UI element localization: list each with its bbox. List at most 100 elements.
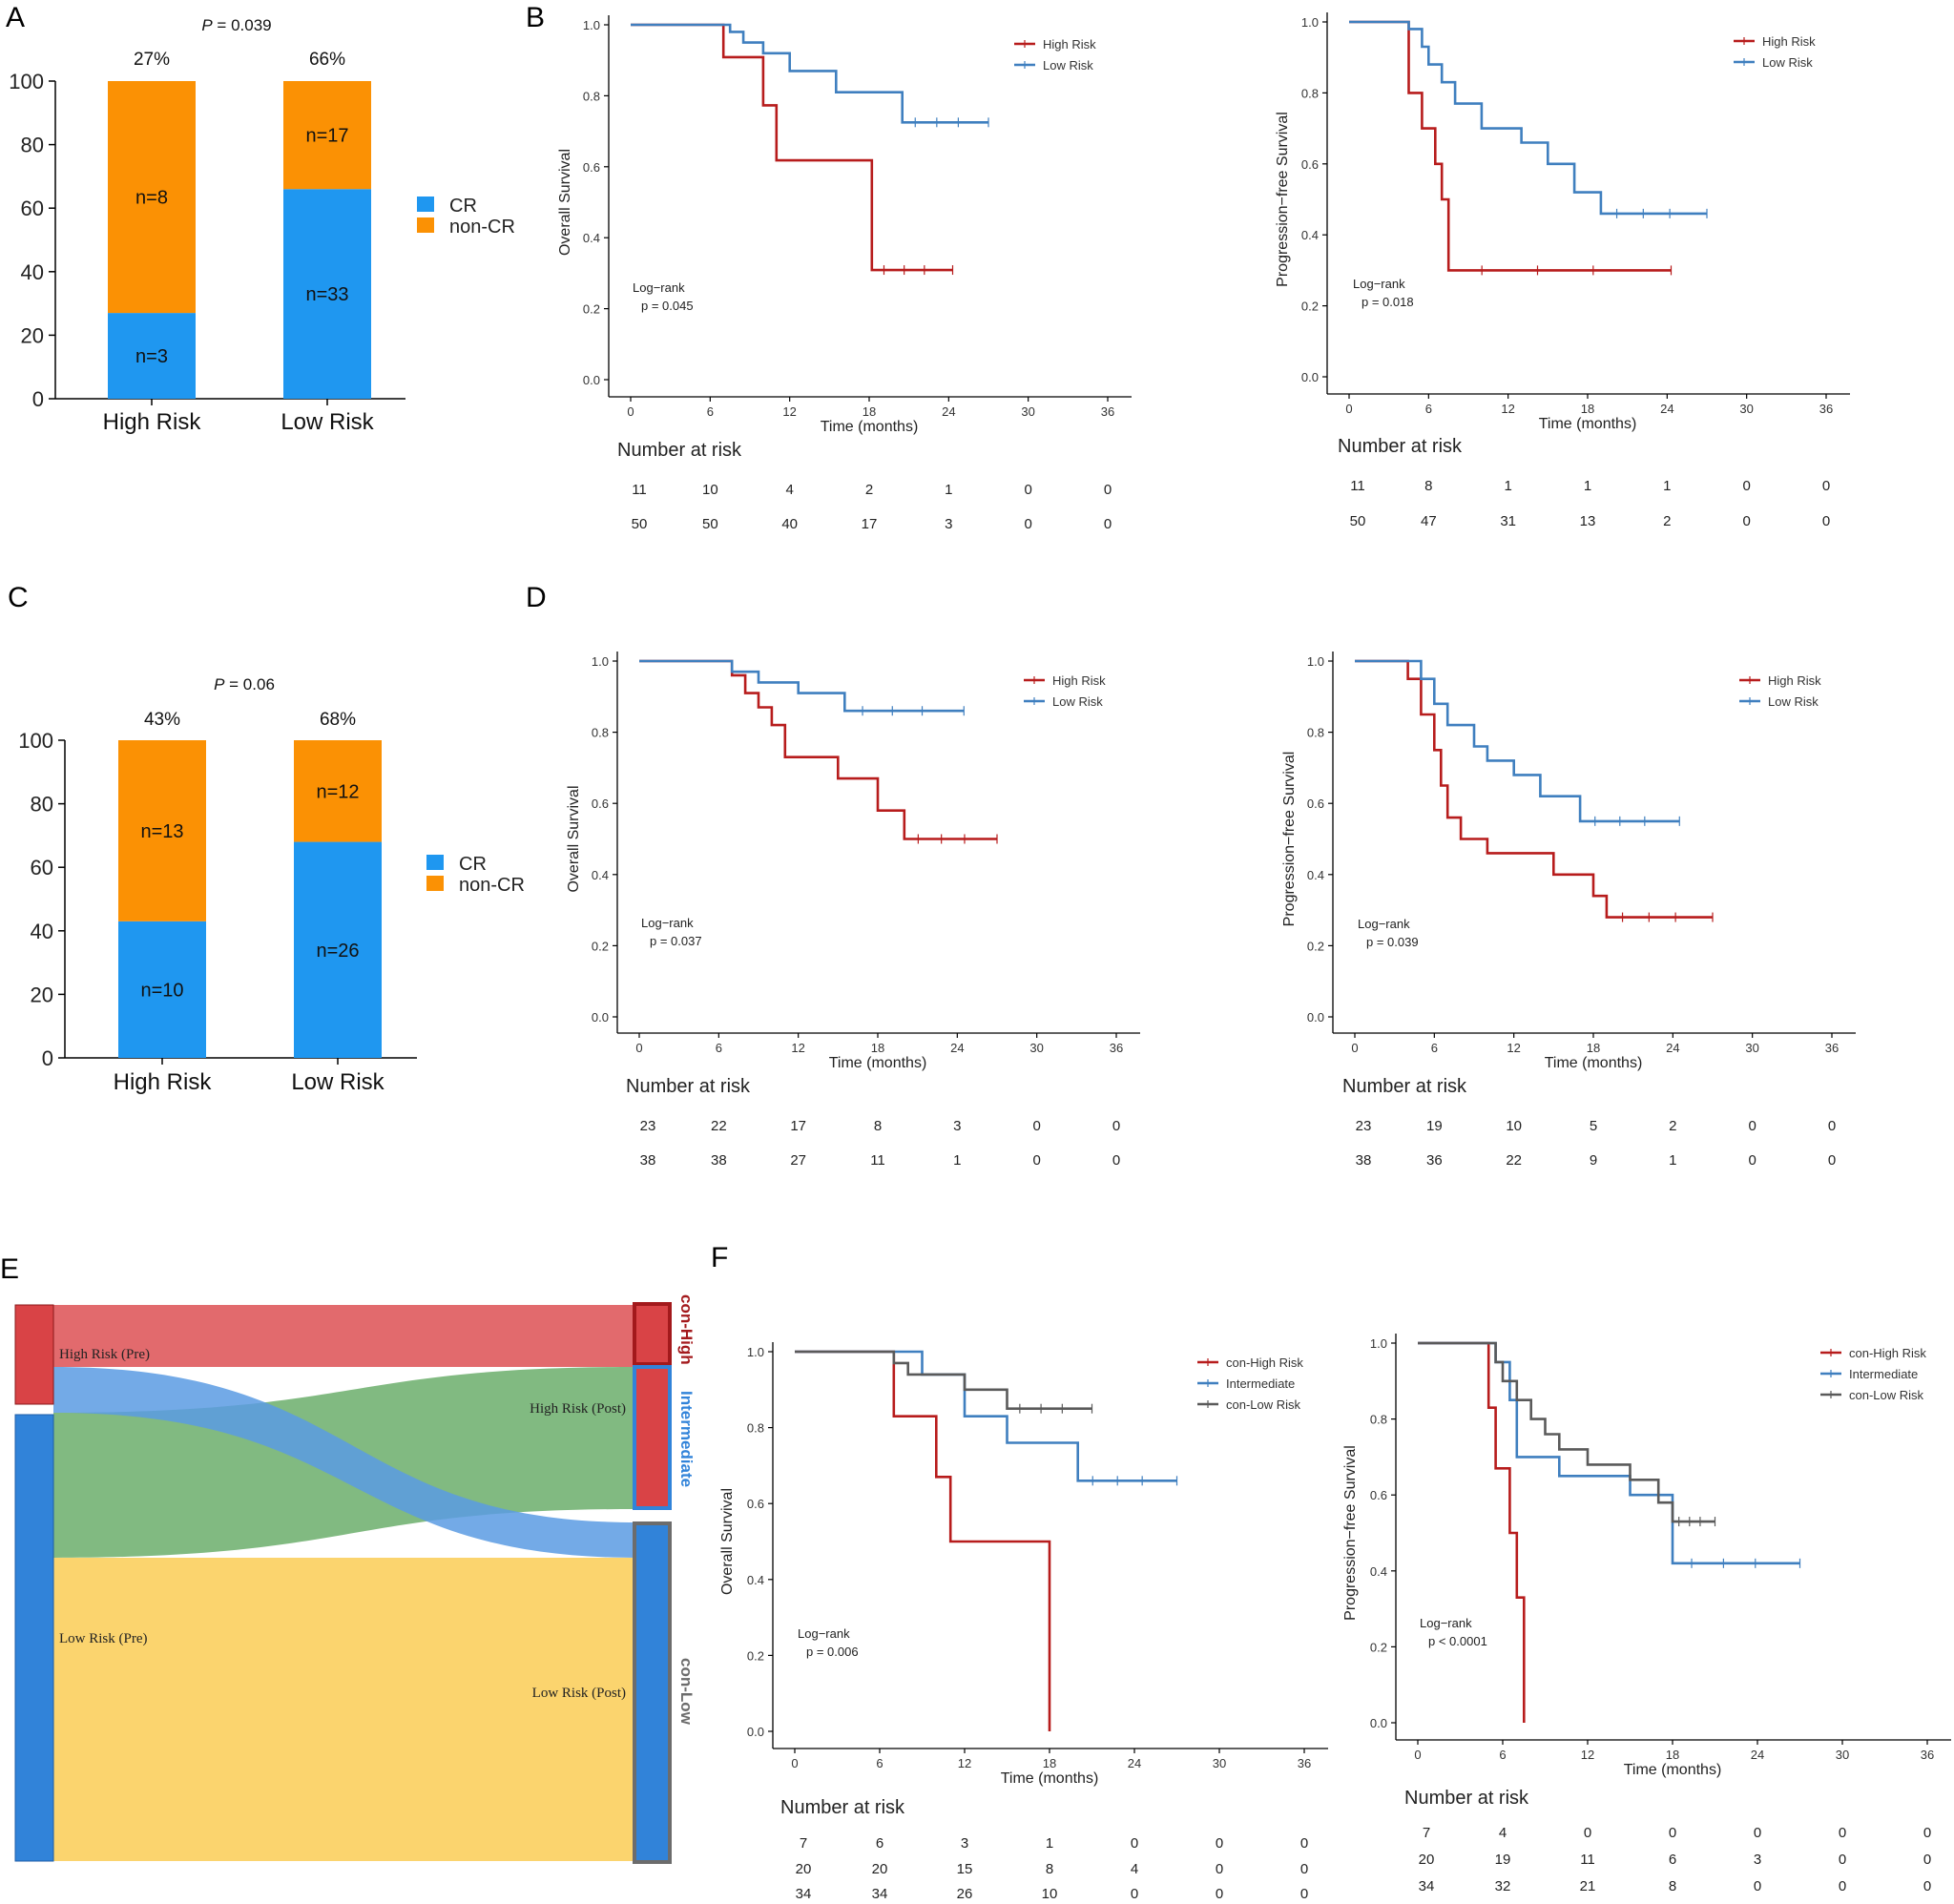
bar-count-cr: n=3 xyxy=(135,346,168,367)
risk-cell: 7 xyxy=(1423,1825,1430,1841)
y-tick-label: 0.4 xyxy=(747,1573,764,1587)
risk-cell: 20 xyxy=(872,1861,888,1877)
y-tick-label: 80 xyxy=(21,134,44,157)
risk-cell: 32 xyxy=(1495,1878,1511,1894)
logrank-label: Log−rank xyxy=(1358,917,1410,931)
risk-cell: 10 xyxy=(1506,1118,1522,1134)
risk-table-title: Number at risk xyxy=(626,1076,751,1097)
x-tick-label: 30 xyxy=(1836,1748,1849,1762)
risk-cell: 0 xyxy=(1024,516,1031,532)
y-tick-label: 0.6 xyxy=(747,1497,764,1511)
risk-cell: 8 xyxy=(1669,1878,1676,1894)
x-tick-label: 24 xyxy=(950,1041,964,1055)
risk-cell: 21 xyxy=(1580,1878,1596,1894)
x-tick-label: 12 xyxy=(782,404,796,419)
risk-cell: 10 xyxy=(702,482,718,498)
x-tick-label: 36 xyxy=(1110,1041,1123,1055)
y-axis-title: Progression−free Survival xyxy=(1275,112,1291,287)
bar-cr xyxy=(118,921,206,1058)
risk-cell: 2 xyxy=(865,482,873,498)
bar-count-cr: n=26 xyxy=(316,941,359,962)
y-tick-label: 0.4 xyxy=(1301,228,1319,242)
y-tick-label: 0.4 xyxy=(592,868,609,882)
label-low-pre: Low Risk (Pre) xyxy=(59,1631,148,1646)
risk-cell: 0 xyxy=(1669,1825,1676,1841)
logrank-label: Log−rank xyxy=(1353,277,1405,291)
y-tick-label: 0.2 xyxy=(1301,300,1319,314)
legend-swatch-cr xyxy=(417,197,434,212)
bar-count-cr: n=10 xyxy=(140,980,183,1001)
risk-cell: 0 xyxy=(1839,1878,1846,1894)
x-tick-label: 6 xyxy=(1425,402,1432,416)
risk-cell: 17 xyxy=(790,1118,806,1134)
risk-cell: 3 xyxy=(945,516,952,532)
risk-cell: 0 xyxy=(1131,1886,1138,1902)
panel-letter-e: E xyxy=(0,1253,19,1285)
x-tick-label: 0 xyxy=(1414,1748,1421,1762)
bar-cr xyxy=(294,841,382,1058)
risk-cell: 8 xyxy=(1046,1861,1053,1877)
x-axis-title: Time (months) xyxy=(1624,1762,1722,1778)
x-tick-label: 36 xyxy=(1819,402,1833,416)
y-axis-title: Progression−free Survival xyxy=(1342,1445,1359,1621)
risk-cell: 7 xyxy=(800,1835,807,1852)
risk-cell: 0 xyxy=(1923,1878,1931,1894)
km-curve-low-risk xyxy=(1355,659,1680,823)
risk-cell: 0 xyxy=(1112,1118,1120,1134)
panel-letter-a: A xyxy=(6,2,25,33)
y-tick-label: 0.6 xyxy=(1307,797,1324,811)
logrank-pvalue: p = 0.039 xyxy=(1366,935,1419,949)
risk-cell: 50 xyxy=(632,516,648,532)
x-tick-label: 6 xyxy=(1499,1748,1506,1762)
risk-cell: 0 xyxy=(1104,516,1112,532)
risk-cell: 19 xyxy=(1495,1852,1511,1868)
bar-cr xyxy=(283,189,371,399)
y-tick-label: 0.8 xyxy=(1307,726,1324,740)
x-tick-label: 18 xyxy=(863,404,876,419)
node-intermediate xyxy=(633,1365,672,1510)
label-con-low: con-Low xyxy=(677,1658,696,1726)
km-curve-con-low-risk xyxy=(1418,1341,1715,1523)
x-tick-label: 30 xyxy=(1739,402,1753,416)
x-tick-label: 36 xyxy=(1921,1748,1934,1762)
risk-cell: 15 xyxy=(957,1861,973,1877)
km-curve-intermediate xyxy=(1418,1341,1800,1565)
risk-cell: 20 xyxy=(796,1861,812,1877)
y-tick-label: 0.2 xyxy=(583,302,600,317)
flow-high-pre-to-low-post xyxy=(53,1367,636,1558)
risk-cell: 4 xyxy=(1499,1825,1507,1841)
risk-cell: 0 xyxy=(1828,1118,1836,1134)
risk-cell: 6 xyxy=(876,1835,883,1852)
risk-cell: 38 xyxy=(1356,1152,1372,1169)
panel-letters: A B C D E F xyxy=(0,2,728,1285)
risk-cell: 23 xyxy=(640,1118,656,1134)
risk-cell: 11 xyxy=(1580,1852,1595,1868)
logrank-label: Log−rank xyxy=(1420,1616,1472,1630)
x-axis-title: Time (months) xyxy=(1539,416,1637,432)
y-tick-label: 20 xyxy=(21,323,44,347)
p-value-label: P = 0.039 xyxy=(201,16,271,34)
x-tick-label: 18 xyxy=(1043,1756,1056,1770)
risk-cell: 4 xyxy=(785,482,793,498)
risk-cell: 0 xyxy=(1828,1152,1836,1169)
risk-table-title: Number at risk xyxy=(1338,436,1463,457)
x-tick-label: 12 xyxy=(958,1756,971,1770)
risk-cell: 0 xyxy=(1032,1152,1040,1169)
x-tick-label: 30 xyxy=(1029,1041,1043,1055)
risk-table-title: Number at risk xyxy=(617,440,742,461)
risk-cell: 19 xyxy=(1426,1118,1443,1134)
risk-cell: 34 xyxy=(1419,1878,1435,1894)
logrank-pvalue: p = 0.045 xyxy=(641,299,694,313)
risk-cell: 1 xyxy=(1669,1152,1676,1169)
x-tick-label: 0 xyxy=(1345,402,1352,416)
p-value-prefix: P xyxy=(214,675,225,693)
y-tick-label: 0.0 xyxy=(583,373,600,387)
y-tick-label: 40 xyxy=(21,260,44,284)
p-value-rest: = 0.06 xyxy=(224,675,274,693)
risk-cell: 0 xyxy=(1742,478,1750,494)
risk-cell: 0 xyxy=(1216,1886,1223,1902)
legend-label: Low Risk xyxy=(1052,694,1103,709)
legend-label-cr: CR xyxy=(459,854,487,875)
y-tick-label: 0.4 xyxy=(1307,868,1324,882)
bar-count-cr: n=33 xyxy=(305,284,348,305)
